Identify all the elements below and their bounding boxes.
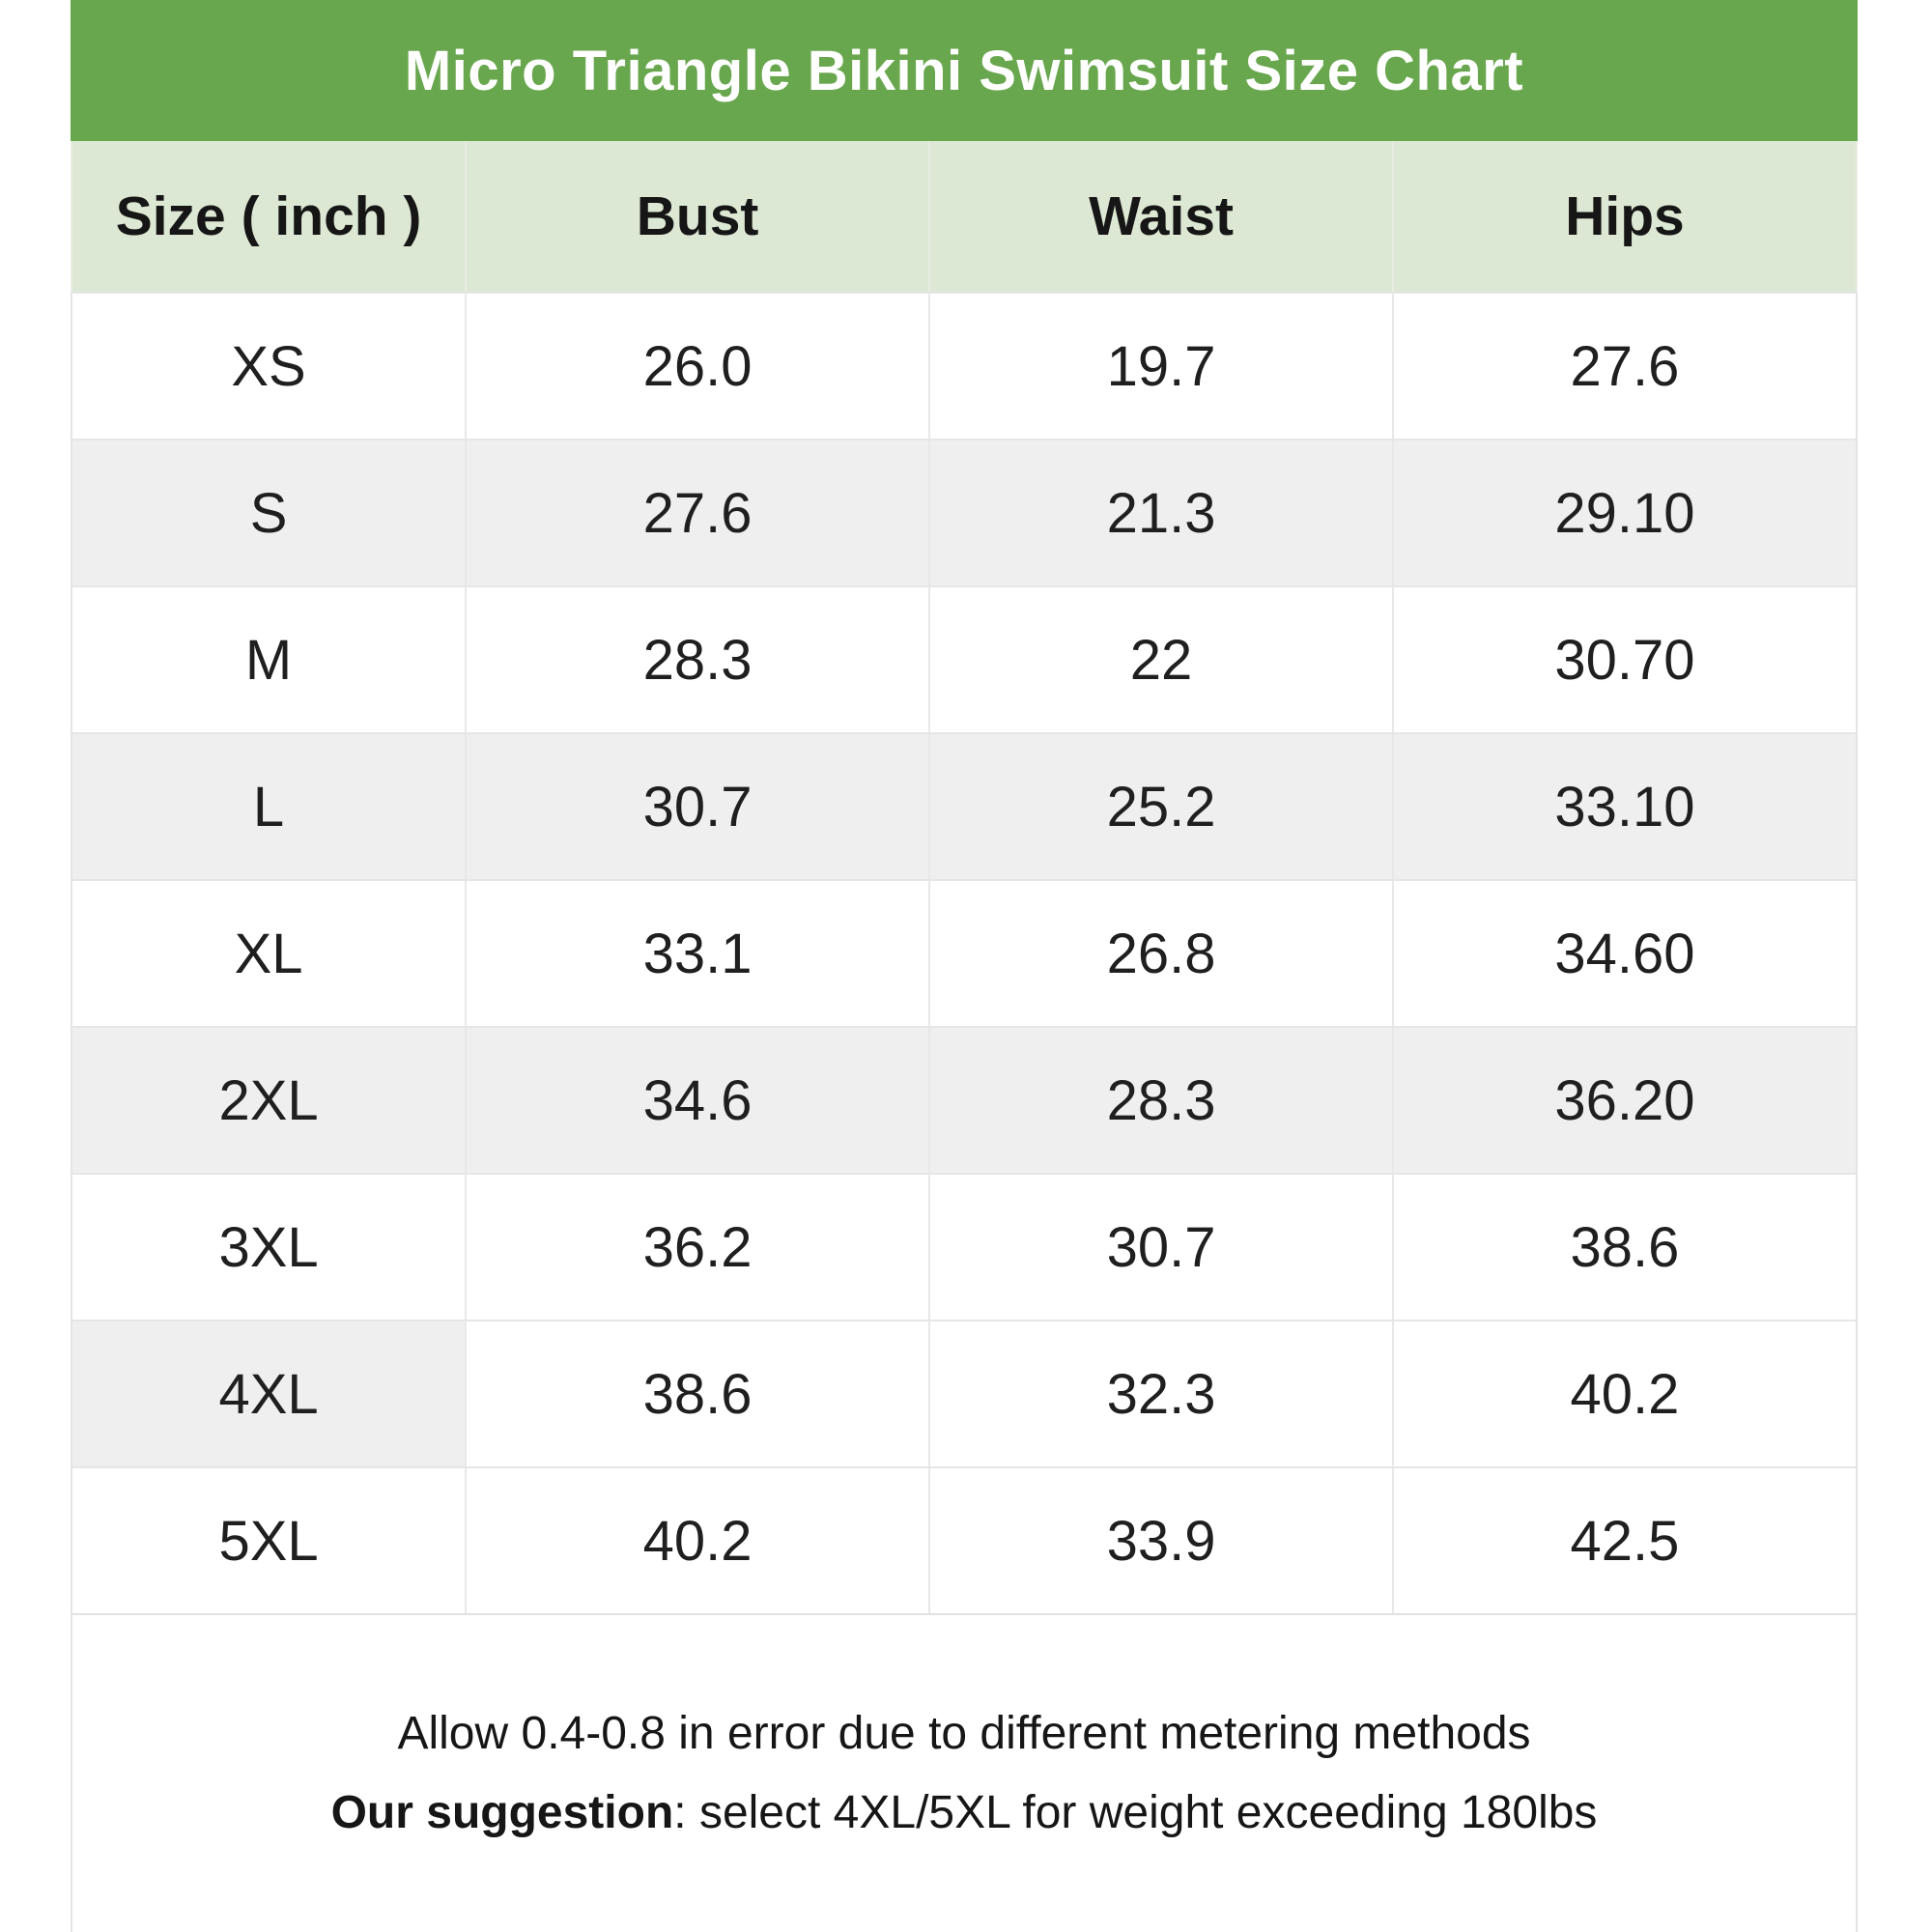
hips-cell: 27.6 <box>1392 294 1856 439</box>
size-cell: M <box>244 628 293 692</box>
hips-cell: 38.6 <box>1392 1175 1856 1320</box>
bust-cell: 33.1 <box>465 881 928 1026</box>
size-cell: 5XL <box>218 1509 319 1573</box>
table-row-2xl: 2XL 34.6 28.3 36.20 <box>71 1026 1858 1173</box>
waist-cell: 25.2 <box>928 734 1392 879</box>
footer-line-2: Our suggestion: select 4XL/5XL for weigh… <box>331 1774 1598 1853</box>
column-header-row: Size ( inch ) Bust Waist Hips <box>71 141 1858 292</box>
waist-cell: 33.9 <box>928 1468 1392 1613</box>
table-row-3xl: 3XL 36.2 30.7 38.6 <box>71 1173 1858 1320</box>
waist-cell: 21.3 <box>928 440 1392 585</box>
table-row-xs: XS 26.0 19.7 27.6 <box>71 292 1858 439</box>
table-row-xl: XL 33.1 26.8 34.60 <box>71 879 1858 1026</box>
footer-suggestion-label: Our suggestion <box>330 1787 674 1838</box>
bust-cell: 28.3 <box>465 587 928 732</box>
hips-cell: 36.20 <box>1392 1028 1856 1173</box>
hips-cell: 34.60 <box>1392 881 1856 1026</box>
waist-cell: 30.7 <box>928 1175 1392 1320</box>
bust-cell: 38.6 <box>465 1321 928 1466</box>
column-header-size: Size ( inch ) <box>115 185 422 247</box>
column-header-bust: Bust <box>465 141 928 292</box>
bust-cell: 27.6 <box>465 440 928 585</box>
size-cell: 3XL <box>218 1215 319 1279</box>
waist-cell: 28.3 <box>928 1028 1392 1173</box>
table-row-l: L 30.7 25.2 33.10 <box>71 732 1858 879</box>
footer-note: Allow 0.4-0.8 in error due to different … <box>71 1613 1858 1932</box>
bust-cell: 26.0 <box>465 294 928 439</box>
chart-title: Micro Triangle Bikini Swimsuit Size Char… <box>404 39 1524 102</box>
hips-cell: 40.2 <box>1392 1321 1856 1466</box>
hips-cell: 42.5 <box>1392 1468 1856 1613</box>
size-cell: 2XL <box>218 1068 319 1132</box>
hips-cell: 33.10 <box>1392 734 1856 879</box>
size-chart-table: Micro Triangle Bikini Swimsuit Size Char… <box>71 0 1858 1932</box>
size-cell: 4XL <box>72 1321 466 1466</box>
waist-cell: 19.7 <box>928 294 1392 439</box>
size-cell: XL <box>234 922 303 985</box>
waist-cell: 32.3 <box>928 1321 1392 1466</box>
bust-cell: 36.2 <box>465 1175 928 1320</box>
table-row-4xl: 4XL 38.6 32.3 40.2 <box>71 1320 1858 1466</box>
hips-cell: 30.70 <box>1392 587 1856 732</box>
column-header-hips: Hips <box>1392 141 1856 292</box>
size-cell: L <box>252 775 285 838</box>
bust-cell: 34.6 <box>465 1028 928 1173</box>
column-header-waist: Waist <box>928 141 1392 292</box>
hips-cell: 29.10 <box>1392 440 1856 585</box>
chart-title-bar: Micro Triangle Bikini Swimsuit Size Char… <box>71 0 1858 141</box>
table-row-5xl: 5XL 40.2 33.9 42.5 <box>71 1466 1858 1613</box>
size-cell: XS <box>231 334 306 398</box>
footer-line-1: Allow 0.4-0.8 in error due to different … <box>397 1708 1531 1759</box>
waist-cell: 26.8 <box>928 881 1392 1026</box>
size-cell: S <box>249 481 288 545</box>
table-row-m: M 28.3 22 30.70 <box>71 585 1858 732</box>
footer-suggestion-text: : select 4XL/5XL for weight exceeding 18… <box>673 1787 1598 1838</box>
bust-cell: 40.2 <box>465 1468 928 1613</box>
table-row-s: S 27.6 21.3 29.10 <box>71 439 1858 585</box>
waist-cell: 22 <box>928 587 1392 732</box>
bust-cell: 30.7 <box>465 734 928 879</box>
